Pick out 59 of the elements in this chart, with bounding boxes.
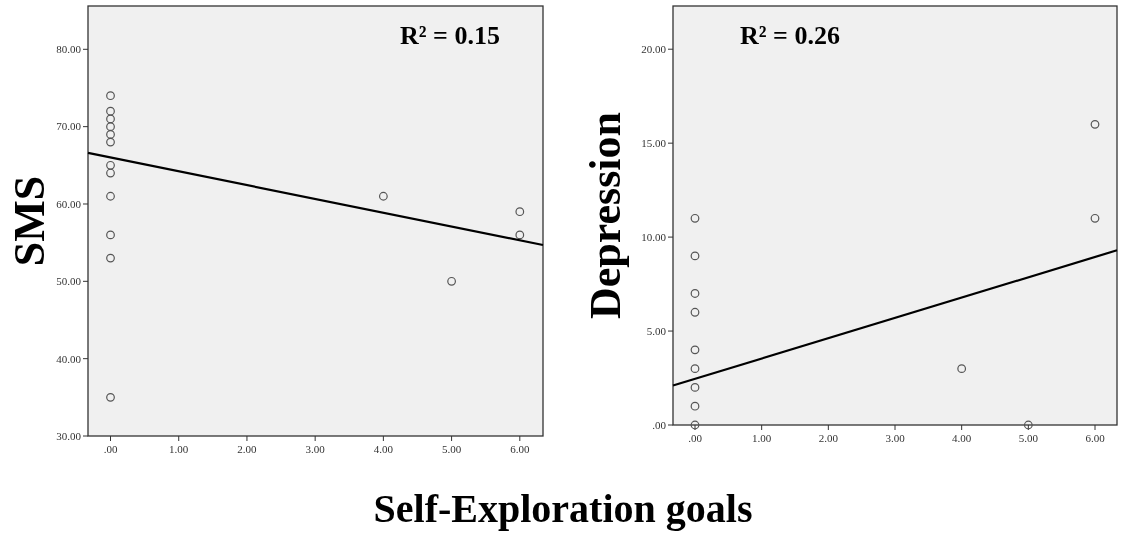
point — [1090, 119, 1100, 129]
x-tick-label: 3.00 — [885, 432, 906, 444]
point — [690, 345, 700, 355]
y-tick-label: .00 — [652, 418, 667, 431]
y-tick-label: 60.00 — [56, 197, 82, 210]
x-tick-label: 5.00 — [1018, 432, 1039, 444]
point — [106, 129, 115, 139]
point — [690, 420, 700, 430]
point — [690, 289, 700, 298]
y-tick-label: 50.00 — [56, 275, 82, 288]
x-tick-label: 2.00 — [237, 443, 258, 455]
point — [515, 207, 525, 217]
annotation: R² = 0.26 — [740, 21, 840, 50]
x-tick-label: 1.00 — [169, 443, 189, 455]
point — [106, 91, 115, 101]
point — [690, 401, 700, 411]
point — [106, 106, 115, 116]
y-tick-label: 30.00 — [56, 429, 82, 442]
x-tick-label: 6.00 — [510, 443, 530, 455]
x-tick-label: .00 — [103, 443, 118, 455]
point — [106, 122, 115, 132]
y-axis-title: Depression — [581, 112, 630, 319]
y-tick-label: 70.00 — [56, 120, 82, 133]
y-tick-label: 80.00 — [56, 43, 82, 56]
x-tick-label: 4.00 — [952, 432, 972, 444]
x-tick-label: 3.00 — [305, 443, 326, 455]
point — [106, 168, 115, 178]
y-tick-label: 5.00 — [646, 324, 667, 337]
point — [106, 160, 115, 170]
point — [106, 253, 115, 263]
x-tick-label: 6.00 — [1085, 432, 1106, 444]
point — [1023, 420, 1033, 430]
point — [106, 137, 115, 147]
x-tick-label: 4.00 — [373, 443, 394, 455]
point — [957, 364, 967, 374]
x-tick-label: 2.00 — [818, 432, 839, 444]
y-axis-title: SMS — [5, 175, 54, 267]
y-tick-label: 40.00 — [56, 352, 82, 365]
point — [690, 383, 700, 392]
point — [1090, 213, 1100, 223]
x-tick-label: 1.00 — [752, 432, 772, 444]
point — [690, 364, 700, 374]
annotation: R² = 0.15 — [400, 21, 500, 50]
point — [447, 276, 456, 286]
point — [378, 191, 388, 201]
point — [690, 251, 700, 261]
point — [690, 213, 700, 223]
y-tick-label: 15.00 — [641, 137, 667, 150]
x-axis-title: Self-Exploration goals — [373, 486, 753, 531]
point — [690, 307, 700, 317]
point — [106, 114, 115, 124]
point — [515, 230, 525, 240]
y-tick-label: 20.00 — [641, 43, 667, 56]
point — [106, 191, 115, 201]
x-tick-label: 5.00 — [441, 443, 462, 455]
x-tick-label: .00 — [688, 432, 703, 444]
point — [106, 392, 115, 402]
y-tick-label: 10.00 — [641, 230, 667, 243]
point — [106, 230, 115, 240]
